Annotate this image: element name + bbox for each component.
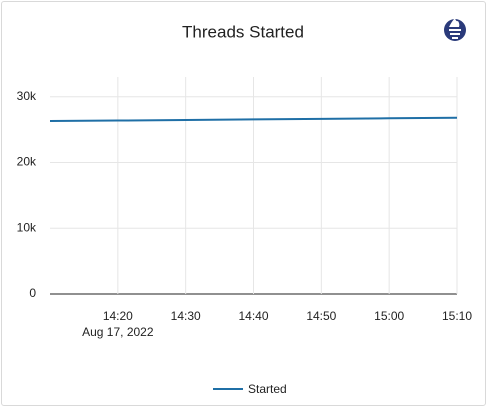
prometheus-icon xyxy=(444,18,466,41)
x-tick-label: 15:00 xyxy=(374,309,404,323)
x-tick-label: 15:10 xyxy=(442,309,472,323)
chart-title: Threads Started xyxy=(182,22,304,41)
x-tick-label: 14:50 xyxy=(306,309,336,323)
y-tick-label: 20k xyxy=(17,155,37,169)
legend-label: Started xyxy=(248,382,287,396)
line xyxy=(49,116,458,123)
x-tick-date: Aug 17, 2022 xyxy=(82,325,154,339)
x-tick-label: 14:30 xyxy=(171,309,201,323)
y-tick-label: 30k xyxy=(17,89,37,103)
y-tick-label: 10k xyxy=(17,220,37,234)
y-tick-label: 0 xyxy=(29,286,36,300)
x-tick-label: 14:20 xyxy=(103,309,133,323)
x-tick-label: 14:40 xyxy=(238,309,268,323)
